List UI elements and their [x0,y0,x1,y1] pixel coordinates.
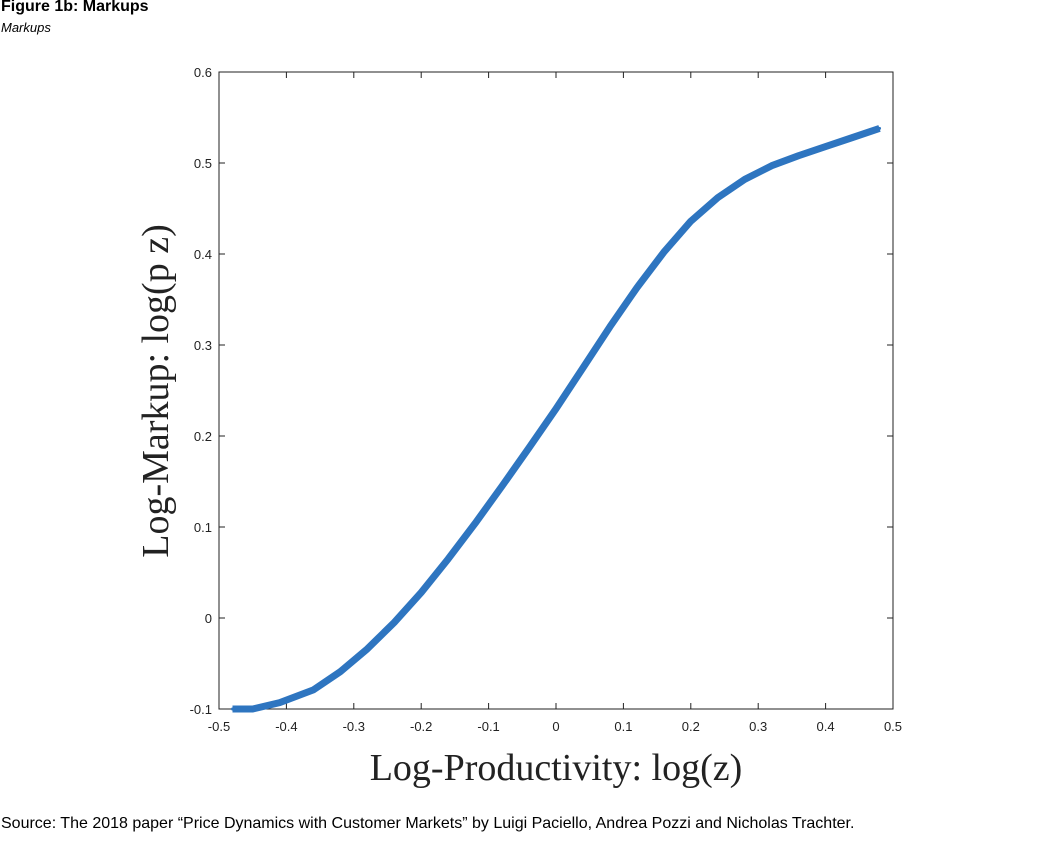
data-point [446,557,450,561]
data-point [365,647,369,651]
x-tick-label: -0.5 [208,719,230,734]
y-tick-label: -0.1 [190,702,212,717]
data-point [743,177,747,181]
figure-subtitle: Markups [1,20,51,35]
x-tick-label: -0.3 [343,719,365,734]
data-point [770,164,774,168]
x-tick-label: 0.5 [884,719,902,734]
x-tick-label: 0 [552,719,559,734]
y-tick-label: 0 [205,611,212,626]
y-axis-label: Log-Markup: log(p z) [135,224,177,557]
x-tick-label: -0.2 [410,719,432,734]
data-point [311,688,315,692]
y-tick-label: 0.3 [194,338,212,353]
plot-frame [218,71,894,710]
source-note: Source: The 2018 paper “Price Dynamics w… [1,815,855,832]
markup-series-line [232,125,881,713]
y-tick-label: 0.1 [194,520,212,535]
x-tick-label: -0.4 [275,719,297,734]
data-point [824,145,828,149]
data-point [689,219,693,223]
data-point [797,154,801,158]
x-tick-label: 0.3 [749,719,767,734]
data-point [338,670,342,674]
x-tick-label: 0.2 [682,719,700,734]
series-layer [230,125,882,713]
data-point [635,286,639,290]
data-point [251,707,255,711]
figure-title: Figure 1b: Markups [1,0,149,15]
x-axis-label: Log-Productivity: log(z) [370,747,743,789]
axis-ticks: -0.5 -0.4 -0.3 -0.2 -0.1 0 0.1 0.2 0.3 0.4 0.5 -0.1… [190,65,902,734]
data-point [419,591,423,595]
y-tick-label: 0.4 [194,247,212,262]
x-tick-label: 0.4 [817,719,835,734]
data-point [851,136,855,140]
data-point [473,521,477,525]
y-tick-label: 0.6 [194,65,212,80]
data-point [581,366,585,370]
x-tick-label: -0.1 [477,719,499,734]
data-point [278,701,282,705]
data-point [716,196,720,200]
data-point [662,250,666,254]
data-point [500,484,504,488]
data-point [608,325,612,329]
data-point [392,621,396,625]
data-point [878,126,882,130]
y-tick-label: 0.2 [194,429,212,444]
y-tick-label: 0.5 [194,156,212,171]
data-point [230,707,234,711]
x-tick-label: 0.1 [614,719,632,734]
plot-area [218,71,894,710]
data-point [527,446,531,450]
data-point [554,407,558,411]
